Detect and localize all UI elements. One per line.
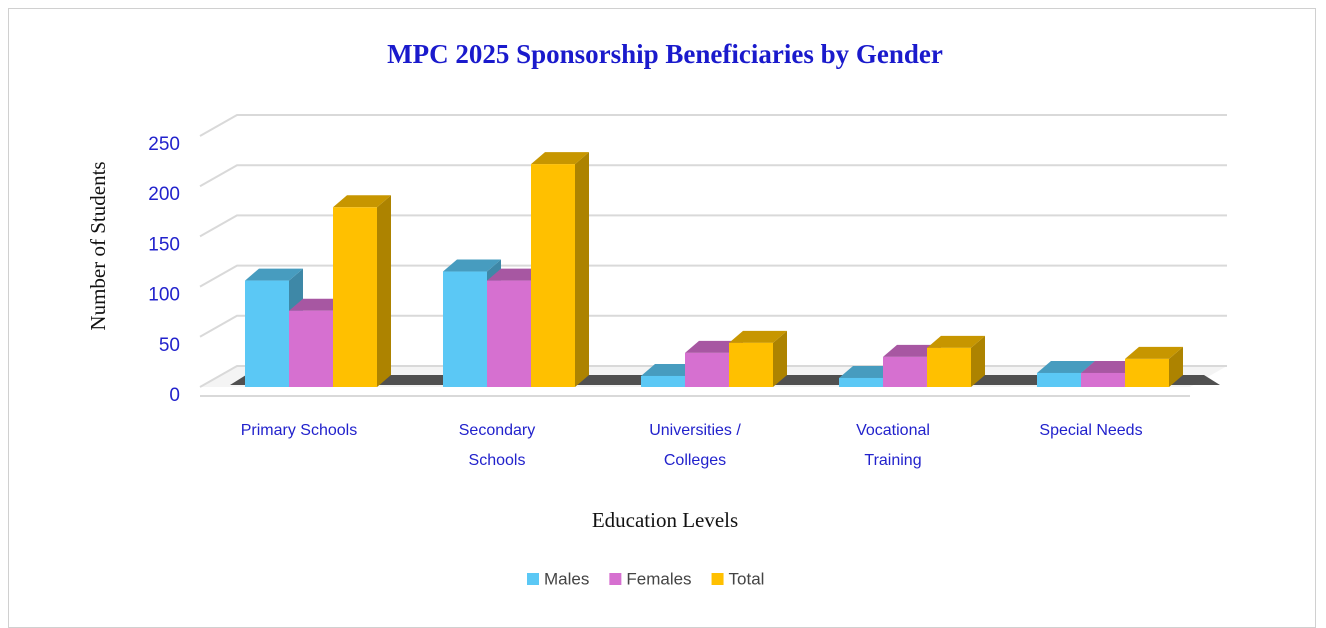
y-tick-label: 50 [159, 335, 180, 356]
bar-front [443, 271, 487, 387]
bar-front [839, 377, 883, 387]
bar-front [245, 280, 289, 387]
bar-top [245, 268, 303, 281]
bar-side [1169, 346, 1183, 387]
bar-top [333, 195, 391, 208]
x-tick-label: Universities / Colleges [649, 422, 741, 469]
y-tick-label: 100 [148, 285, 180, 306]
bar-top [1125, 346, 1183, 359]
bar-front [1081, 372, 1125, 387]
bar-top [487, 268, 545, 281]
grid-line [199, 314, 1227, 338]
grid-line [199, 214, 1227, 238]
x-tick-label: Special Needs [1039, 422, 1143, 439]
bar-front [531, 164, 575, 387]
grid-line [199, 114, 1227, 137]
bar-front [641, 375, 685, 387]
x-tick-label: Vocational Training [856, 422, 930, 469]
y-tick-label: 250 [148, 134, 180, 155]
y-tick-label: 200 [148, 184, 180, 205]
bar-top [685, 340, 743, 353]
bar-front [685, 352, 729, 387]
legend-swatch [527, 573, 539, 585]
legend-swatch [711, 573, 724, 585]
bar [531, 152, 589, 387]
bar-top [883, 344, 941, 357]
x-tick-label: Secondary Schools [458, 422, 536, 469]
bar-front [289, 310, 333, 387]
bar-top [641, 363, 699, 376]
x-tick-label: Primary Schools [240, 422, 358, 439]
y-tick-label: 150 [148, 234, 180, 255]
bar-top [729, 330, 787, 343]
bar [927, 335, 985, 387]
grid-line [199, 264, 1227, 288]
x-axis-title: Education Levels [592, 508, 738, 532]
bar-front [927, 347, 971, 387]
y-tick-label: 0 [169, 385, 180, 406]
bar-top [443, 259, 501, 272]
bar [729, 330, 787, 387]
legend-swatch [609, 573, 622, 585]
chart-title: MPC 2025 Sponsorship Beneficiaries by Ge… [387, 39, 943, 69]
bar-side [575, 152, 589, 387]
bar-front [487, 280, 531, 387]
legend-label: Total [729, 569, 765, 588]
bar [1125, 346, 1183, 387]
bar-front [1125, 358, 1169, 387]
bar-front [333, 207, 377, 387]
bar-front [883, 356, 927, 387]
bar-front [729, 342, 773, 387]
bar-top [927, 335, 985, 348]
bar-top [1081, 360, 1139, 373]
bar-side [377, 195, 391, 387]
bar-top [531, 152, 589, 165]
bar-side [773, 330, 787, 387]
grid-line [199, 164, 1227, 188]
bar-top [289, 298, 347, 311]
y-axis-title: Number of Students [86, 161, 110, 330]
bar-top [839, 365, 897, 378]
bar [333, 195, 391, 387]
bar-top [1037, 360, 1095, 373]
legend-label: Females [626, 569, 691, 588]
legend-label: Males [544, 569, 589, 588]
bar-front [1037, 372, 1081, 387]
bar-side [971, 335, 985, 387]
